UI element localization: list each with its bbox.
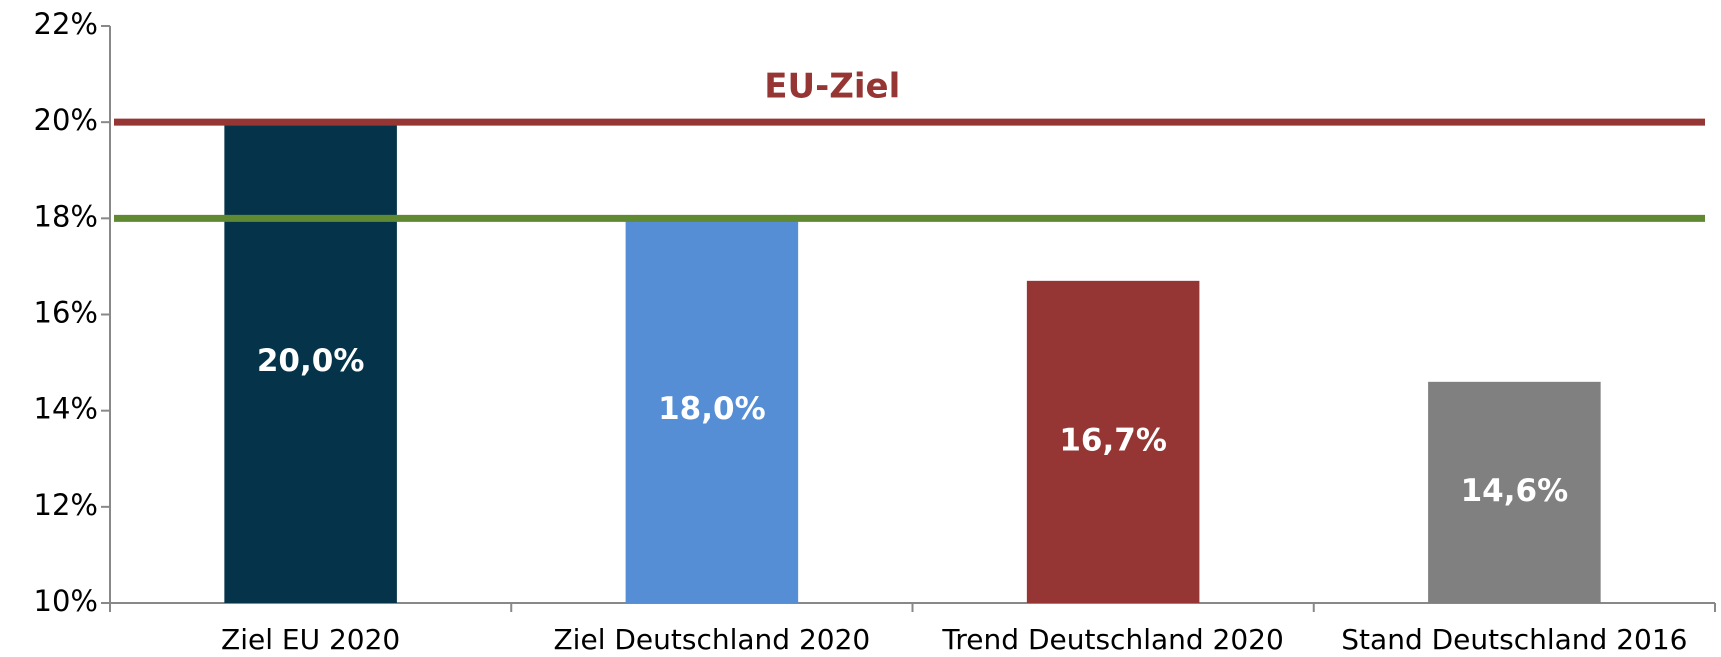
value-label: 16,7% <box>1059 422 1167 458</box>
bar <box>1428 381 1601 603</box>
bar <box>625 218 799 604</box>
y-tick-label: 16% <box>34 296 98 330</box>
x-tick-label: Ziel EU 2020 <box>221 623 400 656</box>
value-label: 18,0% <box>658 391 766 427</box>
value-label: 20,0% <box>257 343 365 379</box>
x-tick-label: Stand Deutschland 2016 <box>1341 623 1687 656</box>
x-tick-label: Ziel Deutschland 2020 <box>554 623 871 656</box>
y-tick-label: 22% <box>34 7 98 41</box>
reference-label: EU-Ziel <box>764 67 900 107</box>
y-tick-label: 10% <box>34 584 98 618</box>
y-tick-label: 14% <box>34 392 98 426</box>
y-tick-label: 20% <box>34 103 98 137</box>
y-tick-label: 12% <box>34 488 98 522</box>
y-tick-label: 18% <box>34 199 98 233</box>
bar <box>1026 280 1200 603</box>
bar <box>224 122 397 604</box>
x-tick-label: Trend Deutschland 2020 <box>941 623 1283 656</box>
value-label: 14,6% <box>1461 473 1569 509</box>
